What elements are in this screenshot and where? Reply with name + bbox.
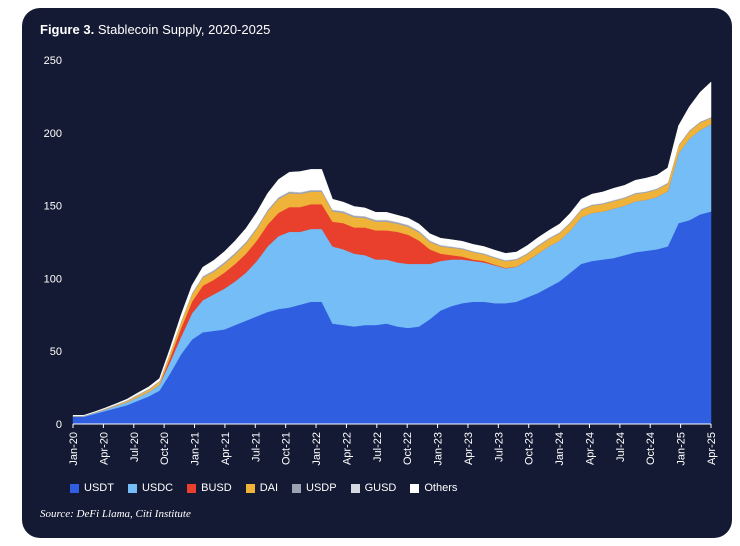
x-tick-label: Jan-21 [190,432,202,466]
figure-label: Figure 3. [40,22,95,37]
x-tick-label: Jan-22 [311,432,323,466]
x-tick-label: Apr-21 [220,432,232,465]
legend-item-others: Others [410,482,457,494]
source-note: Source: DeFi Llama, Citi Institute [40,508,191,520]
x-tick-label: Oct-24 [645,432,657,465]
x-tick-label: Jan-25 [676,432,688,466]
legend-item-busd: BUSD [187,482,232,494]
legend-label: DAI [259,482,279,494]
legend-item-usdc: USDC [127,482,174,494]
figure-title-text: Stablecoin Supply, 2020-2025 [97,22,271,37]
x-tick-label: Apr-25 [706,432,718,465]
y-tick-label: 250 [44,55,62,67]
legend-label: USDT [84,482,114,494]
y-tick-label: 200 [44,128,62,140]
legend-item-usdp: USDP [292,482,337,494]
x-tick-label: Oct-20 [159,432,171,465]
area-others [72,81,712,416]
x-tick-label: Jul-22 [372,432,384,462]
legend-label: GUSD [364,482,397,494]
x-tick-label: Jan-24 [554,432,566,466]
y-tick-label: 50 [50,346,62,358]
stacked-area-chart: 0 50 100 150 200 250 Jan-20 Apr-20 Jul-20 Oct-20 J… [44,55,718,466]
legend-item-gusd: GUSD [350,482,397,494]
figure-title: Figure 3. Stablecoin Supply, 2020-2025 [40,22,270,37]
y-tick-label: 150 [44,201,62,213]
x-tick-label: Jul-23 [493,432,505,462]
x-tick-label: Apr-24 [584,432,596,465]
x-tick-label: Apr-23 [463,432,475,465]
legend-swatch [292,483,302,493]
x-tick-label: Jan-23 [433,432,445,466]
x-tick-label: Oct-23 [524,432,536,465]
legend-swatch [187,483,197,493]
legend-item-dai: DAI [245,482,279,494]
chart-card: Figure 3. Stablecoin Supply, 2020-2025 0… [22,8,732,538]
legend-swatch [245,483,255,493]
x-tick-label: Jul-21 [250,432,262,462]
x-tick-label: Apr-22 [341,432,353,465]
x-tick-label: Apr-20 [98,432,110,465]
legend-label: Others [424,482,458,494]
x-tick-label: Oct-22 [402,432,414,465]
y-tick-label: 100 [44,273,62,285]
legend: USDT USDC BUSD DAI USDP GUSD Others [70,482,457,494]
x-tick-label: Oct-21 [281,432,293,465]
x-tick-label: Jul-20 [129,432,141,462]
legend-item-usdt: USDT [70,482,114,494]
legend-label: USDC [141,482,174,494]
legend-label: USDP [306,482,337,494]
legend-swatch [70,483,79,493]
legend-swatch [410,483,420,493]
legend-swatch [127,483,137,493]
x-tick-label: Jan-20 [68,432,80,466]
y-tick-label: 0 [56,419,62,431]
legend-swatch [350,483,360,493]
legend-label: BUSD [201,482,232,494]
x-tick-label: Jul-24 [615,432,627,462]
